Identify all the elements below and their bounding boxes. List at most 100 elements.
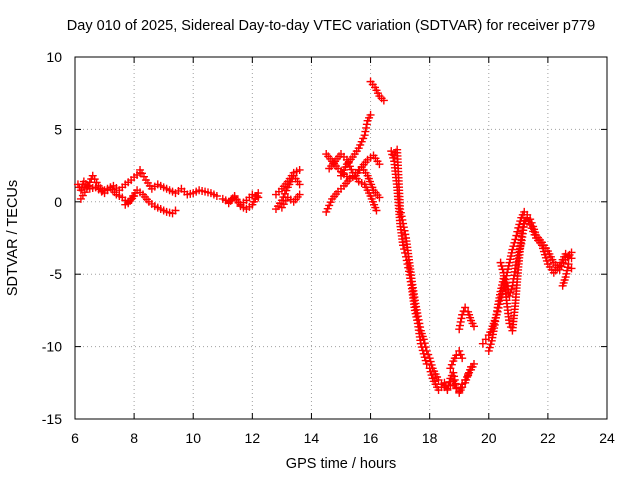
- series-track-c: [121, 186, 180, 218]
- x-tick-label: 16: [363, 430, 379, 446]
- series-track-i: [277, 190, 304, 212]
- data-point: [375, 193, 384, 202]
- data-point: [505, 319, 514, 328]
- data-point: [455, 321, 464, 330]
- data-point: [459, 307, 468, 316]
- data-point: [470, 359, 478, 368]
- series-track-u: [496, 216, 529, 335]
- data-point: [449, 377, 458, 386]
- data-point: [486, 340, 495, 349]
- data-point: [401, 230, 410, 239]
- data-point: [426, 357, 435, 366]
- series-track-l: [325, 150, 381, 215]
- series-track-s: [478, 207, 576, 348]
- series-track-m: [337, 110, 375, 180]
- data-point: [414, 315, 423, 324]
- chart-title: Day 010 of 2025, Sidereal Day-to-day VTE…: [66, 18, 596, 34]
- data-point: [458, 354, 467, 363]
- data-point: [446, 364, 455, 373]
- data-point: [372, 206, 381, 215]
- data-point: [456, 317, 465, 326]
- data-point: [413, 312, 422, 321]
- data-point: [398, 215, 407, 224]
- data-point: [497, 261, 506, 270]
- data-point: [379, 96, 388, 105]
- data-point: [399, 223, 408, 232]
- y-tick-label: 0: [54, 194, 62, 210]
- axis-ticks: 6 8 10 12 14 16 18 20 22 24 -15 -10 -5 0 5 10: [42, 49, 615, 446]
- data-point: [481, 335, 490, 344]
- data-point: [399, 219, 408, 228]
- data-point: [464, 370, 473, 379]
- data-point: [361, 127, 370, 136]
- series-track-h: [271, 171, 304, 214]
- data-point: [457, 314, 466, 323]
- data-point: [447, 360, 456, 369]
- data-point: [455, 325, 464, 334]
- data-point: [422, 346, 431, 355]
- y-tick-label: -15: [42, 411, 62, 427]
- data-point: [567, 264, 576, 273]
- data-point: [400, 226, 409, 235]
- data-point: [362, 123, 371, 132]
- data-point: [420, 339, 429, 348]
- x-tick-label: 20: [481, 430, 497, 446]
- series-track-t: [484, 213, 576, 355]
- data-point: [360, 131, 369, 140]
- data-point: [452, 384, 461, 393]
- data-point: [506, 288, 515, 297]
- data-point: [421, 343, 430, 352]
- data-point: [450, 380, 459, 389]
- x-tick-label: 14: [304, 430, 320, 446]
- data-point: [484, 346, 493, 355]
- data-point: [362, 120, 371, 129]
- data-point: [514, 223, 523, 232]
- data-point: [416, 323, 425, 332]
- data-point: [443, 386, 452, 395]
- data-point: [450, 372, 459, 381]
- data-point: [470, 322, 478, 331]
- series-track-p: [390, 145, 478, 397]
- y-tick-label: 5: [54, 121, 62, 137]
- x-axis-label: GPS time / hours: [285, 456, 397, 472]
- data-point: [564, 260, 573, 269]
- data-point: [512, 231, 521, 240]
- data-point: [458, 383, 467, 392]
- data-point: [507, 285, 516, 294]
- grid-lines: [75, 57, 607, 419]
- x-tick-label: 8: [130, 430, 138, 446]
- data-point: [366, 110, 375, 119]
- y-tick-label: -5: [50, 266, 63, 282]
- data-point: [434, 375, 443, 384]
- data-point: [449, 368, 458, 377]
- y-tick-label: -10: [42, 339, 62, 355]
- data-point: [419, 335, 428, 344]
- data-point: [425, 354, 434, 363]
- data-point: [478, 339, 487, 348]
- y-tick-label: 10: [46, 49, 62, 65]
- data-point: [254, 189, 263, 198]
- data-point: [396, 205, 405, 214]
- x-tick-label: 10: [185, 430, 201, 446]
- data-point: [387, 147, 396, 156]
- data-point: [498, 265, 507, 274]
- plot-border: [74, 56, 608, 420]
- data-point: [415, 319, 424, 328]
- x-tick-label: 22: [540, 430, 556, 446]
- x-tick-label: 24: [599, 430, 615, 446]
- data-point: [295, 190, 304, 199]
- data-point: [524, 217, 533, 226]
- data-point: [446, 381, 455, 390]
- data-point: [513, 227, 522, 236]
- series-track-f: [224, 189, 263, 214]
- plot-frame: [74, 56, 608, 420]
- x-tick-label: 12: [245, 430, 261, 446]
- data-point: [424, 350, 433, 359]
- data-point: [295, 165, 304, 174]
- data-point: [455, 346, 464, 355]
- series-track-q: [446, 346, 467, 373]
- data-point: [567, 254, 576, 263]
- series-track-d: [136, 165, 221, 201]
- data-point: [397, 212, 406, 221]
